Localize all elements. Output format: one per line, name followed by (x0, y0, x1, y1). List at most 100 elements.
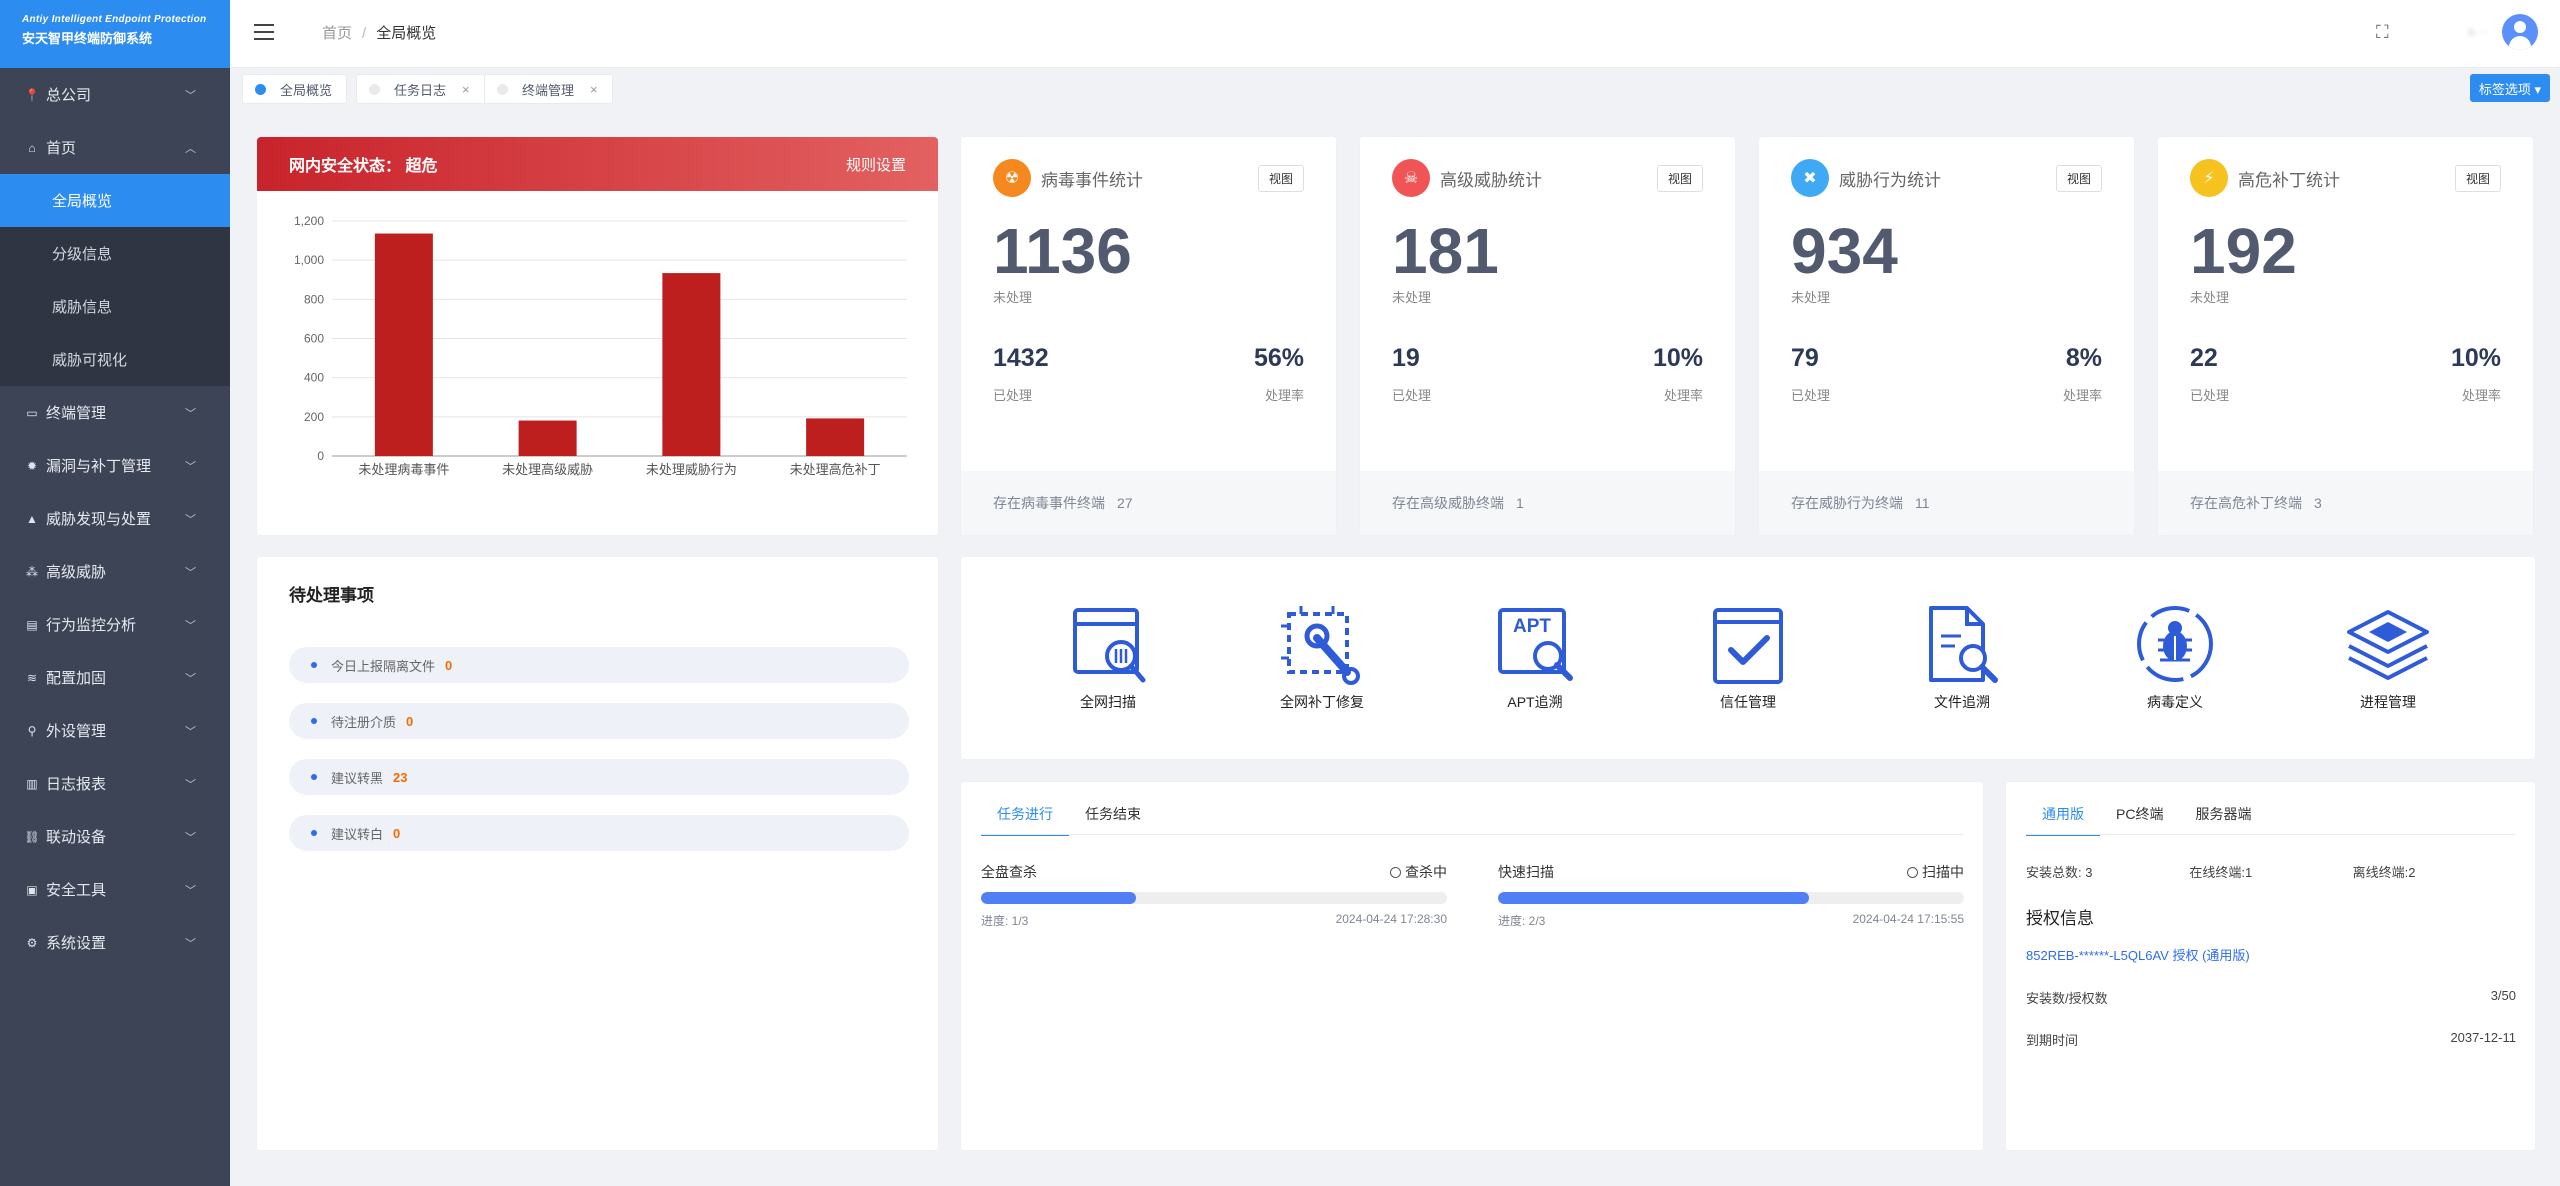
security-status-title: 网内安全状态： 超危 (289, 158, 438, 175)
stat-processed: 79 (1791, 344, 1819, 372)
breadcrumb-home[interactable]: 首页 (322, 25, 353, 42)
sidebar-subitem-levels[interactable]: 分级信息 (52, 246, 113, 263)
stat-rate-label: 处理率 (1663, 388, 1703, 403)
sidebar-subitem-overview[interactable]: 全局概览 (0, 174, 230, 227)
chevron-down-icon: ﹀ (185, 407, 196, 420)
stat-footer[interactable]: 存在威胁行为终端 11 (1759, 471, 2134, 535)
stat-processed-label: 已处理 (1791, 388, 1831, 403)
warning-icon: ▲ (26, 511, 38, 526)
sidebar-item-home[interactable]: ⌂ 首页 ︿ (0, 121, 230, 174)
tool-virus-define[interactable]: 病毒定义 (2115, 602, 2235, 712)
pending-item[interactable]: 建议转白 0 (289, 815, 909, 851)
tag-dot (369, 83, 380, 95)
stat-card-apt: ☠ 高级威胁统计 视图 181 未处理 19 10% 已处理 处理率 存在高级威… (1359, 136, 1736, 536)
sidebar-subitem-threat-info[interactable]: 威胁信息 (52, 299, 113, 316)
stat-title: 高级威胁统计 (1440, 170, 1542, 190)
close-icon[interactable]: × (590, 81, 598, 97)
menu-toggle-icon[interactable] (254, 24, 274, 40)
sidebar-item-behavior[interactable]: ▤ 行为监控分析 ﹀ (0, 598, 230, 651)
y-tick-label: 400 (304, 371, 324, 385)
license-key-link[interactable]: 852REB-******-L5QL6AV 授权 (通用版) (2026, 948, 2250, 963)
view-button[interactable]: 视图 (1656, 165, 1703, 192)
usb-icon: ⚲ (27, 723, 37, 738)
pending-item[interactable]: 今日上报隔离文件 0 (289, 647, 909, 683)
sidebar-item-linkage[interactable]: ⛓ 联动设备 ﹀ (0, 810, 230, 863)
sidebar-item-threat[interactable]: ▲ 威胁发现与处置 ﹀ (0, 492, 230, 545)
view-button[interactable]: 视图 (1257, 165, 1304, 192)
tab-general[interactable]: 通用版 (2026, 802, 2100, 836)
username[interactable]: s··· (2468, 24, 2488, 39)
tag-label: 任务日志 (394, 82, 447, 98)
tool-apt-trace[interactable]: APT APT追溯 (1475, 602, 1595, 712)
sidebar-item-apt[interactable]: ⁂ 高级威胁 ﹀ (0, 545, 230, 598)
tag-options-button[interactable]: 标签选项 ▾ (2469, 74, 2550, 102)
sidebar-item-label: 外设管理 (46, 723, 107, 740)
pending-title: 待处理事项 (289, 586, 374, 605)
sidebar-item-label: 高级威胁 (46, 564, 107, 581)
tab-pc[interactable]: PC终端 (2116, 806, 2164, 822)
sidebar-item-peripheral[interactable]: ⚲ 外设管理 ﹀ (0, 704, 230, 757)
stat-rate: 10% (2450, 344, 2501, 372)
stat-processed-label: 已处理 (2190, 388, 2230, 403)
logo-cn: 安天智甲终端防御系统 (22, 31, 153, 46)
tool-file-trace[interactable]: 文件追溯 (1902, 602, 2022, 712)
task-progress-text: 进度: 1/3 (981, 914, 1029, 928)
tab-task-finished[interactable]: 任务结束 (1085, 806, 1141, 822)
task-progress-fill (1498, 892, 1809, 904)
tool-trust-mgmt[interactable]: 信任管理 (1688, 602, 1808, 712)
license-expire-row: 到期时间 2037-12-11 (2026, 1030, 2516, 1049)
stat-footer[interactable]: 存在高危补丁终端 3 (2158, 471, 2533, 535)
tab-divider (2026, 834, 2515, 835)
task-item[interactable]: 快速扫描 扫描中 进度: 2/3 2024-04-24 17:15:55 (1498, 862, 1964, 929)
stat-processed: 22 (2190, 344, 2218, 372)
online-count: 在线终端:1 (2189, 865, 2253, 880)
fullscreen-icon[interactable]: ⛶ (2376, 22, 2389, 42)
sidebar-item-endpoint[interactable]: ▭ 终端管理 ﹀ (0, 386, 230, 439)
bar[interactable] (374, 233, 433, 456)
tag-endpoint-mgmt[interactable]: 终端管理 × (484, 74, 613, 104)
stat-footer-label: 存在高级威胁终端 (1392, 495, 1504, 511)
tag-task-log[interactable]: 任务日志 × (356, 74, 485, 104)
task-status: 查杀中 (1390, 862, 1447, 882)
sidebar-item-tools[interactable]: ▣ 安全工具 ﹀ (0, 863, 230, 916)
y-tick-label: 600 (304, 332, 324, 346)
avatar[interactable] (2502, 14, 2538, 50)
top-header: 首页 / 全局概览 ⛶ s··· (230, 0, 2560, 68)
stat-card-patch: ⚡ 高危补丁统计 视图 192 未处理 22 10% 已处理 处理率 存在高危补… (2157, 136, 2534, 536)
sidebar-subitem-threat-visual[interactable]: 威胁可视化 (52, 352, 128, 369)
tag-overview[interactable]: 全局概览 (242, 74, 348, 104)
sidebar-item-vuln[interactable]: ✹ 漏洞与补丁管理 ﹀ (0, 439, 230, 492)
task-time: 2024-04-24 17:15:55 (1852, 912, 1964, 926)
stat-footer[interactable]: 存在高级威胁终端 1 (1360, 471, 1735, 535)
tool-patch-repair[interactable]: 全网补丁修复 (1262, 602, 1382, 712)
pending-item[interactable]: 建议转黑 23 (289, 759, 909, 795)
pending-item[interactable]: 待注册介质 0 (289, 703, 909, 739)
sidebar-item-config[interactable]: ≋ 配置加固 ﹀ (0, 651, 230, 704)
rules-settings-link[interactable]: 规则设置 (845, 156, 906, 174)
sidebar-item-settings[interactable]: ⚙ 系统设置 ﹀ (0, 916, 230, 969)
view-button[interactable]: 视图 (2454, 165, 2501, 192)
view-button[interactable]: 视图 (2055, 165, 2102, 192)
bar[interactable] (518, 420, 577, 456)
sidebar-item-log-report[interactable]: ▥ 日志报表 ﹀ (0, 757, 230, 810)
task-item[interactable]: 全盘查杀 查杀中 进度: 1/3 2024-04-24 17:28:30 (981, 862, 1447, 929)
toolbox-icon: ▣ (26, 882, 38, 897)
close-icon[interactable]: × (462, 81, 470, 97)
bar[interactable] (806, 418, 865, 456)
tab-task-running[interactable]: 任务进行 (981, 802, 1069, 836)
stat-rate: 56% (1253, 344, 1304, 372)
sidebar: Antiy Intelligent Endpoint Protection 安天… (0, 0, 230, 1186)
bullet-icon (311, 662, 317, 668)
x-tick-label: 未处理高级威胁 (502, 462, 593, 477)
clock-icon (1907, 867, 1918, 878)
pending-label: 建议转白 (331, 826, 384, 842)
stat-footer[interactable]: 存在病毒事件终端 27 (961, 471, 1336, 535)
sidebar-item-company[interactable]: 📍 总公司 ﹀ (0, 68, 230, 121)
license-title: 授权信息 (2026, 909, 2094, 928)
bar[interactable] (662, 273, 721, 456)
tab-server[interactable]: 服务器端 (2195, 806, 2252, 822)
sidebar-item-label: 安全工具 (46, 882, 107, 899)
tool-network-scan[interactable]: 全网扫描 (1048, 602, 1168, 712)
sidebar-item-label: 总公司 (46, 87, 92, 104)
tool-process-mgmt[interactable]: 进程管理 (2328, 602, 2448, 712)
